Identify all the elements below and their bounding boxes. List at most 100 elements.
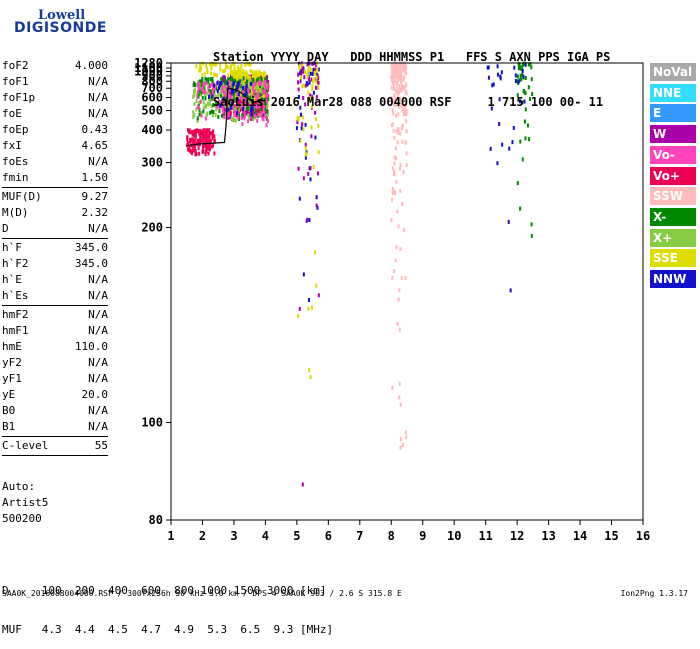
legend-item-w: W (650, 125, 696, 144)
data-point (200, 113, 203, 118)
param-value: N/A (88, 404, 108, 417)
param-row: h`F 345.0 (2, 240, 108, 256)
data-point (530, 233, 533, 238)
data-point (394, 68, 397, 73)
data-point (242, 68, 245, 73)
data-point (261, 103, 264, 108)
data-point (392, 128, 395, 133)
data-point (240, 116, 243, 121)
data-point (255, 104, 258, 109)
data-point (235, 95, 238, 100)
data-point (205, 133, 208, 138)
data-point (236, 85, 239, 90)
data-point (254, 70, 257, 75)
data-point (215, 82, 218, 87)
data-point (237, 72, 240, 77)
data-point (240, 74, 243, 79)
param-value: 20.0 (81, 388, 109, 401)
data-point (215, 101, 218, 106)
data-point (245, 88, 248, 93)
data-point (397, 224, 400, 229)
param-name: hmF1 (2, 324, 29, 337)
data-point (298, 66, 301, 71)
data-point (208, 81, 211, 86)
data-point (520, 72, 523, 77)
data-point (202, 109, 205, 114)
data-point (405, 112, 408, 117)
data-point (499, 74, 502, 79)
x-tick-label: 13 (541, 529, 555, 543)
data-point (496, 161, 499, 166)
data-point (313, 67, 316, 72)
data-point (399, 437, 402, 442)
data-point (403, 107, 406, 112)
data-point (239, 104, 242, 109)
data-point (396, 94, 399, 99)
data-point (310, 125, 313, 130)
data-point (204, 129, 207, 134)
legend-item-ssw: SSW (650, 187, 696, 206)
data-point (239, 100, 242, 105)
data-point (405, 129, 408, 134)
data-point (206, 70, 209, 75)
x-tick-label: 14 (573, 529, 587, 543)
data-point (233, 91, 236, 96)
data-point (243, 71, 246, 76)
data-point (205, 81, 208, 86)
data-point (530, 77, 533, 82)
data-point (300, 68, 303, 73)
data-point (393, 86, 396, 91)
data-point (196, 116, 199, 121)
data-point (247, 87, 250, 92)
data-point (310, 134, 313, 139)
data-point (252, 111, 255, 116)
data-point (233, 69, 236, 74)
data-point (211, 136, 214, 141)
data-point (234, 97, 237, 102)
data-point (199, 138, 202, 143)
data-point (511, 140, 514, 145)
data-point (221, 88, 224, 93)
data-point (215, 107, 218, 112)
data-point (247, 85, 250, 90)
data-point (393, 161, 396, 166)
data-point (400, 83, 403, 88)
data-point (197, 146, 200, 151)
data-point (398, 90, 401, 95)
data-point (524, 136, 527, 141)
data-point (394, 71, 397, 76)
data-point (249, 91, 252, 96)
data-point (399, 402, 402, 407)
param-row: foF1 N/A (2, 74, 108, 90)
data-point (249, 86, 252, 91)
data-point (514, 79, 517, 84)
data-point (208, 62, 211, 67)
data-point (266, 75, 269, 80)
muf-row: MUF 4.3 4.4 4.5 4.7 4.9 5.3 6.5 9.3 [MHz… (2, 623, 334, 636)
data-point (299, 75, 302, 80)
data-point (396, 65, 399, 70)
data-point (399, 61, 402, 66)
data-point (207, 96, 210, 101)
data-point (517, 61, 520, 66)
data-point (197, 81, 200, 86)
data-point (404, 275, 407, 280)
data-point (394, 73, 397, 78)
data-point (208, 102, 211, 107)
data-point (245, 92, 248, 97)
data-point (310, 104, 313, 109)
data-point (262, 104, 265, 109)
y-tick-label: 1000 (134, 65, 163, 79)
data-point (512, 125, 515, 130)
data-point (267, 84, 270, 89)
data-point (307, 298, 310, 303)
data-point (300, 126, 303, 131)
data-point (302, 69, 305, 74)
data-point (253, 114, 256, 119)
data-point (527, 62, 530, 67)
data-point (299, 105, 302, 110)
data-point (396, 321, 399, 326)
data-point (393, 75, 396, 80)
data-point (197, 105, 200, 110)
data-point (315, 68, 318, 73)
